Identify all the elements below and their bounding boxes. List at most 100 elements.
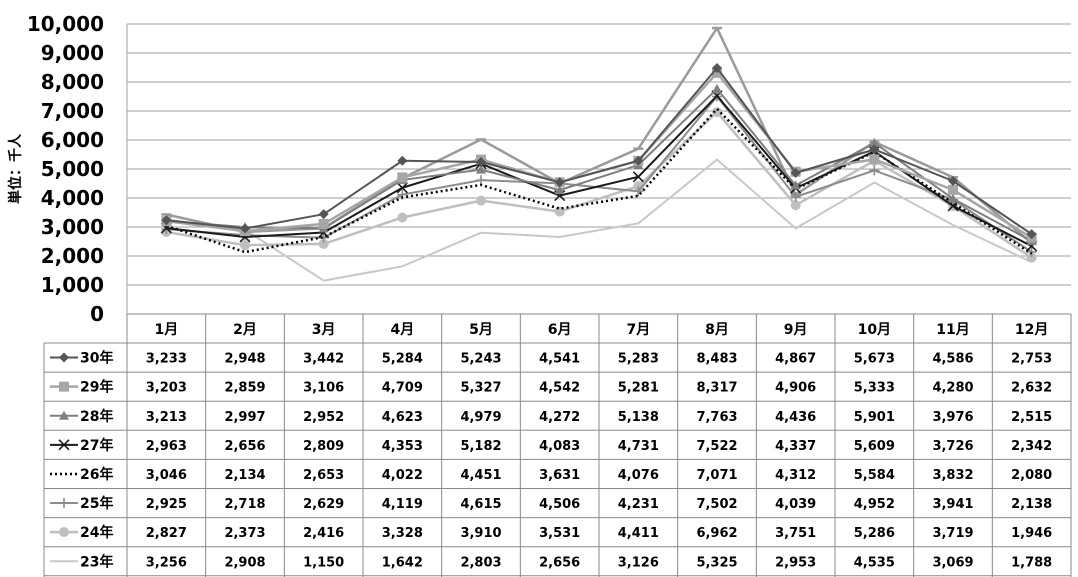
series-line	[166, 87, 1033, 242]
data-point	[869, 154, 880, 165]
data-label: 7,071	[696, 468, 737, 483]
x-tick-label: 6月	[548, 322, 572, 338]
data-label: 4,337	[775, 439, 816, 454]
y-tick-label: 10,000	[27, 12, 104, 36]
y-tick-label: 5,000	[41, 157, 104, 181]
data-label: 3,751	[775, 526, 816, 541]
data-label: 4,312	[775, 468, 816, 483]
data-label: 3,106	[303, 381, 344, 396]
data-label: 5,284	[382, 352, 423, 367]
data-label: 4,867	[775, 352, 816, 367]
legend-entry: 24年	[80, 524, 113, 541]
series-25年	[161, 91, 1037, 257]
data-point	[476, 164, 486, 174]
data-point	[790, 180, 801, 190]
data-label: 5,673	[854, 352, 895, 367]
data-label: 2,342	[1011, 439, 1052, 454]
legend-entry: 30年	[80, 350, 113, 367]
legend-key	[50, 352, 78, 363]
data-point	[240, 223, 250, 234]
data-point	[318, 232, 329, 243]
data-label: 1,642	[382, 555, 423, 570]
data-point	[633, 155, 644, 166]
legend-key	[50, 410, 78, 420]
data-label: 4,280	[932, 381, 973, 396]
data-point	[712, 83, 722, 93]
data-point	[948, 176, 958, 187]
data-label: 4,272	[539, 410, 580, 425]
data-label: 2,809	[303, 439, 344, 454]
data-label: 5,182	[460, 439, 501, 454]
data-label: 6,962	[696, 526, 737, 541]
data-label: 3,976	[932, 410, 973, 425]
data-label: 4,623	[382, 410, 423, 425]
data-label: 4,709	[382, 381, 423, 396]
data-point	[476, 175, 486, 186]
data-label: 2,515	[1011, 410, 1052, 425]
data-label: 8,483	[696, 352, 737, 367]
data-table: 1月 2月 3月 4月 5月 6月 7月 8月 9月 10月 11月 12月 30年 3,233 2,948…	[43, 313, 1072, 577]
data-label: 5,333	[854, 381, 895, 396]
data-label: 4,541	[539, 352, 580, 367]
data-point	[869, 165, 880, 176]
data-label: 2,416	[303, 526, 344, 541]
data-label: 4,615	[460, 497, 501, 512]
y-tick-label: 3,000	[41, 215, 104, 239]
gridlines	[126, 23, 1071, 314]
data-label: 4,231	[618, 497, 659, 512]
data-point	[790, 167, 801, 178]
data-point	[632, 171, 644, 183]
data-label: 7,502	[696, 497, 737, 512]
y-axis-label: 単位：千人	[7, 133, 24, 204]
series-line	[166, 158, 1033, 282]
data-label: 3,442	[303, 352, 344, 367]
data-point	[869, 144, 880, 155]
legend-entry: 29年	[80, 379, 113, 396]
data-label: 3,941	[932, 497, 973, 512]
data-point	[790, 191, 801, 202]
data-point	[1026, 252, 1037, 263]
data-point	[712, 62, 722, 73]
series-line	[166, 26, 1033, 245]
series-24年	[161, 107, 1037, 263]
legend-marker	[59, 527, 69, 538]
data-label: 2,753	[1011, 352, 1052, 367]
data-label: 4,039	[775, 497, 816, 512]
y-axis: 0 1,000 2,000 3,000 4,000 5,000 6,000 7,000 8,00…	[7, 12, 104, 326]
data-label: 7,522	[696, 439, 737, 454]
legend-marker	[58, 439, 70, 451]
data-label: 4,451	[460, 468, 501, 483]
data-label: 2,656	[224, 439, 265, 454]
y-tick-label: 8,000	[41, 70, 104, 94]
data-label: 4,022	[382, 468, 423, 483]
data-label: 3,328	[382, 526, 423, 541]
series-line	[166, 95, 1033, 253]
data-label: 3,631	[539, 468, 580, 483]
series-line	[166, 94, 1033, 247]
data-label: 2,948	[224, 352, 265, 367]
data-label: 3,726	[932, 439, 973, 454]
x-tick-label: 3月	[312, 322, 336, 338]
legend-entry: 23年	[80, 553, 113, 570]
data-point	[1026, 246, 1037, 257]
data-label: 4,542	[539, 381, 580, 396]
data-label: 5,286	[854, 526, 895, 541]
data-label: 3,213	[146, 410, 187, 425]
data-label: 5,584	[854, 468, 895, 483]
data-point	[476, 195, 486, 206]
data-label: 3,126	[618, 555, 659, 570]
data-label: 2,908	[224, 555, 265, 570]
data-label: 1,788	[1011, 555, 1052, 570]
series-30年	[161, 62, 1037, 240]
data-label: 4,586	[932, 352, 973, 367]
legend-entry: 28年	[80, 408, 113, 425]
data-point	[397, 212, 408, 223]
data-label: 2,653	[303, 468, 344, 483]
legend-marker	[59, 381, 69, 392]
data-label: 8,317	[696, 381, 737, 396]
legend-marker	[59, 498, 69, 509]
x-tick-label: 2月	[233, 322, 257, 338]
y-tick-label: 9,000	[41, 41, 104, 65]
y-tick-label: 0	[90, 302, 104, 326]
data-label: 4,979	[460, 410, 501, 425]
